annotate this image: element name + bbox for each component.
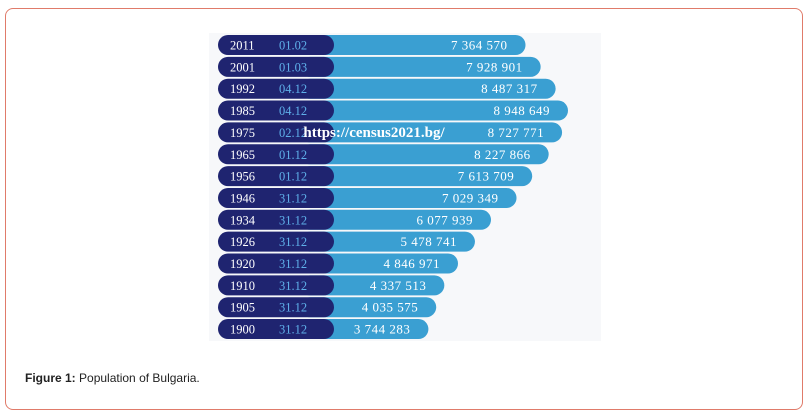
figure-caption: Figure 1: Population of Bulgaria. bbox=[25, 371, 200, 385]
year-pill bbox=[218, 56, 334, 77]
chart-row: 1985 04.12 8 948 649 bbox=[218, 100, 568, 121]
census-date-label: 31.12 bbox=[279, 279, 307, 293]
population-bar bbox=[300, 275, 445, 296]
year-label: 1946 bbox=[230, 191, 255, 205]
year-label: 1934 bbox=[230, 213, 256, 227]
year-label: 1910 bbox=[230, 279, 255, 293]
year-pill bbox=[218, 78, 334, 99]
census-date-label: 01.03 bbox=[279, 60, 307, 74]
year-label: 1985 bbox=[230, 104, 255, 118]
population-bar bbox=[300, 187, 517, 208]
population-value-label: 3 744 283 bbox=[354, 322, 411, 337]
census-date-label: 02.12 bbox=[279, 126, 307, 140]
caption-label: Figure 1: bbox=[25, 371, 76, 385]
population-bar bbox=[300, 209, 492, 230]
year-label: 2011 bbox=[230, 39, 255, 53]
population-value-label: 8 227 866 bbox=[474, 147, 531, 162]
chart-row: 2001 01.03 7 928 901 bbox=[218, 56, 541, 77]
year-label: 1920 bbox=[230, 257, 255, 271]
population-value-label: 7 613 709 bbox=[458, 169, 515, 184]
year-label: 1956 bbox=[230, 170, 255, 184]
population-bar bbox=[300, 100, 568, 121]
year-pill bbox=[218, 144, 334, 165]
year-label: 1905 bbox=[230, 301, 255, 315]
year-pill bbox=[218, 297, 334, 318]
census-date-label: 01.02 bbox=[279, 39, 307, 53]
population-value-label: 8 727 771 bbox=[488, 125, 545, 140]
watermark-text: https://census2021.bg/ bbox=[303, 125, 445, 141]
population-bar bbox=[300, 56, 541, 77]
population-value-label: 7 029 349 bbox=[442, 190, 499, 205]
chart-rows: 2011 01.02 7 364 570 2001 01.03 7 928 901 1992… bbox=[218, 35, 568, 340]
population-bar bbox=[300, 78, 556, 99]
census-date-label: 01.12 bbox=[279, 148, 307, 162]
year-label: 1965 bbox=[230, 148, 255, 162]
year-label: 1926 bbox=[230, 235, 255, 249]
year-label: 2001 bbox=[230, 60, 255, 74]
census-date-label: 31.12 bbox=[279, 191, 307, 205]
population-bar bbox=[300, 231, 475, 252]
chart-row: 1965 01.12 8 227 866 bbox=[218, 144, 549, 165]
population-value-label: 7 364 570 bbox=[451, 38, 508, 53]
census-date-label: 04.12 bbox=[279, 104, 307, 118]
census-date-label: 31.12 bbox=[279, 235, 307, 249]
year-pill bbox=[218, 122, 334, 143]
population-bar bbox=[300, 253, 458, 274]
chart-row: 1934 31.12 6 077 939 bbox=[218, 209, 492, 230]
year-pill bbox=[218, 253, 334, 274]
chart-row: 2011 01.02 7 364 570 bbox=[218, 35, 526, 55]
year-pill bbox=[218, 319, 334, 340]
chart-row: 1946 31.12 7 029 349 bbox=[218, 187, 517, 208]
population-bar bbox=[300, 122, 563, 143]
population-bar bbox=[300, 144, 549, 165]
year-pill bbox=[218, 100, 334, 121]
chart-row: 1920 31.12 4 846 971 bbox=[218, 253, 458, 274]
census-date-label: 31.12 bbox=[279, 301, 307, 315]
population-value-label: 8 948 649 bbox=[494, 103, 551, 118]
chart-row: 1926 31.12 5 478 741 bbox=[218, 231, 475, 252]
year-pill bbox=[218, 35, 334, 55]
population-value-label: 7 928 901 bbox=[466, 59, 523, 74]
year-pill bbox=[218, 275, 334, 296]
year-pill bbox=[218, 231, 334, 252]
census-date-label: 31.12 bbox=[279, 257, 307, 271]
chart-row: 1975 02.12 8 727 771 bbox=[218, 122, 563, 143]
year-label: 1992 bbox=[230, 82, 255, 96]
chart-row: 1905 31.12 4 035 575 bbox=[218, 297, 437, 318]
population-value-label: 5 478 741 bbox=[400, 234, 457, 249]
population-value-label: 8 487 317 bbox=[481, 81, 538, 96]
chart-row: 1992 04.12 8 487 317 bbox=[218, 78, 556, 99]
population-bar bbox=[300, 297, 437, 318]
year-label: 1900 bbox=[230, 323, 255, 337]
caption-text: Population of Bulgaria. bbox=[79, 371, 200, 385]
population-value-label: 4 035 575 bbox=[362, 300, 419, 315]
chart-row: 1900 31.12 3 744 283 bbox=[218, 319, 429, 340]
year-pill bbox=[218, 166, 334, 187]
year-pill bbox=[218, 209, 334, 230]
population-bar bbox=[300, 35, 526, 55]
population-value-label: 4 846 971 bbox=[383, 256, 440, 271]
census-date-label: 01.12 bbox=[279, 170, 307, 184]
chart-row: 1910 31.12 4 337 513 bbox=[218, 275, 445, 296]
chart-row: 1956 01.12 7 613 709 bbox=[218, 166, 533, 187]
population-bar bbox=[300, 166, 533, 187]
year-pill bbox=[218, 187, 334, 208]
census-date-label: 31.12 bbox=[279, 213, 307, 227]
population-value-label: 6 077 939 bbox=[417, 212, 474, 227]
year-label: 1975 bbox=[230, 126, 255, 140]
census-date-label: 31.12 bbox=[279, 323, 307, 337]
census-date-label: 04.12 bbox=[279, 82, 307, 96]
population-value-label: 4 337 513 bbox=[370, 278, 427, 293]
